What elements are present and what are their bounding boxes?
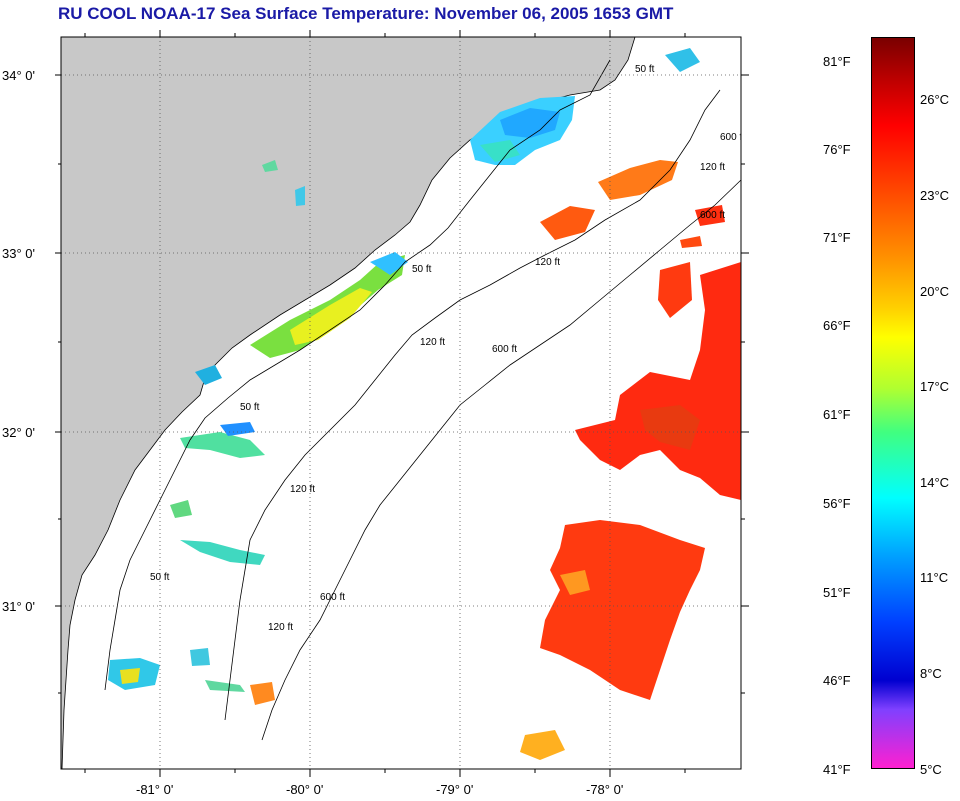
contour-label: 600 ft (492, 344, 517, 355)
sst-patch (295, 186, 305, 206)
colorbar-c-label: 11°C (920, 570, 949, 585)
sst-patch (665, 48, 700, 72)
contour-label: 50 ft (635, 64, 655, 75)
depth-contours (104, 59, 741, 741)
colorbar-c-label: 23°C (920, 188, 950, 203)
contour-label: 50 ft (150, 572, 170, 583)
contour-label: 600 ft (720, 132, 745, 143)
colorbar-c-label: 17°C (920, 379, 950, 394)
sst-patch (120, 668, 140, 684)
colorbar-c-label: 5°C (920, 762, 942, 777)
colorbar-c-label: 14°C (920, 475, 950, 490)
contour-label: 120 ft (420, 337, 445, 348)
sst-patch (575, 262, 741, 500)
grid-lines (61, 37, 741, 769)
map-frame (60, 36, 742, 770)
contour-label-group: 50 ft 120 ft 600 ft 50 ft 120 ft 600 ft … (150, 64, 745, 633)
colorbar (871, 37, 915, 769)
contour-600ft (261, 179, 741, 741)
contour-label: 50 ft (412, 264, 432, 275)
lat-label: 32° 0' (2, 425, 35, 440)
colorbar-c-label: 26°C (920, 92, 950, 107)
contour-label: 120 ft (290, 484, 315, 495)
sst-patch (250, 255, 405, 358)
colorbar-f-label: 46°F (823, 673, 851, 688)
sst-patch (598, 160, 678, 200)
sst-patch (195, 365, 222, 385)
sst-patch (262, 160, 278, 172)
sst-patch (560, 570, 590, 595)
lon-label: -78° 0' (586, 782, 623, 797)
lon-label: -79° 0' (436, 782, 473, 797)
lat-label: 33° 0' (2, 246, 35, 261)
colorbar-f-label: 66°F (823, 318, 851, 333)
colorbar-f-label: 71°F (823, 230, 851, 245)
colorbar-f-label: 51°F (823, 585, 851, 600)
sst-patch (658, 262, 692, 318)
sst-patch (180, 540, 265, 565)
colorbar-c-label: 8°C (920, 666, 942, 681)
sst-patch (170, 500, 192, 518)
colorbar-f-label: 56°F (823, 496, 851, 511)
sst-patch (370, 252, 408, 275)
chart-title: RU COOL NOAA-17 Sea Surface Temperature:… (58, 4, 674, 23)
contour-label: 50 ft (240, 402, 260, 413)
sst-patch (680, 236, 702, 248)
contour-label: 120 ft (700, 162, 725, 173)
sst-patch (190, 648, 210, 666)
sst-patch (205, 680, 245, 692)
sst-patch (290, 288, 372, 345)
sst-patch (480, 140, 520, 162)
lat-label: 34° 0' (2, 68, 35, 83)
colorbar-f-label: 61°F (823, 407, 851, 422)
sst-patch (695, 205, 725, 226)
colorbar-f-label: 41°F (823, 762, 851, 777)
sst-patch (520, 730, 565, 760)
sst-patch (180, 432, 265, 458)
sst-patch (250, 682, 275, 705)
lon-label: -80° 0' (286, 782, 323, 797)
contour-label: 120 ft (268, 622, 293, 633)
sst-patch (220, 422, 255, 436)
sst-patch (640, 405, 700, 450)
contour-120ft (224, 89, 721, 721)
lon-label: -81° 0' (136, 782, 173, 797)
contour-label: 120 ft (535, 257, 560, 268)
sst-patch (540, 206, 595, 240)
colorbar-f-label: 76°F (823, 142, 851, 157)
contour-label: 600 ft (320, 592, 345, 603)
lat-label: 31° 0' (2, 599, 35, 614)
colorbar-f-label: 81°F (823, 54, 851, 69)
sst-patches (108, 48, 741, 760)
contour-50ft (104, 59, 611, 691)
axis-ticks (55, 30, 749, 777)
sst-patch (500, 108, 560, 138)
colorbar-c-label: 20°C (920, 284, 950, 299)
sst-patch (540, 520, 705, 700)
contour-label: 600 ft (700, 210, 725, 221)
